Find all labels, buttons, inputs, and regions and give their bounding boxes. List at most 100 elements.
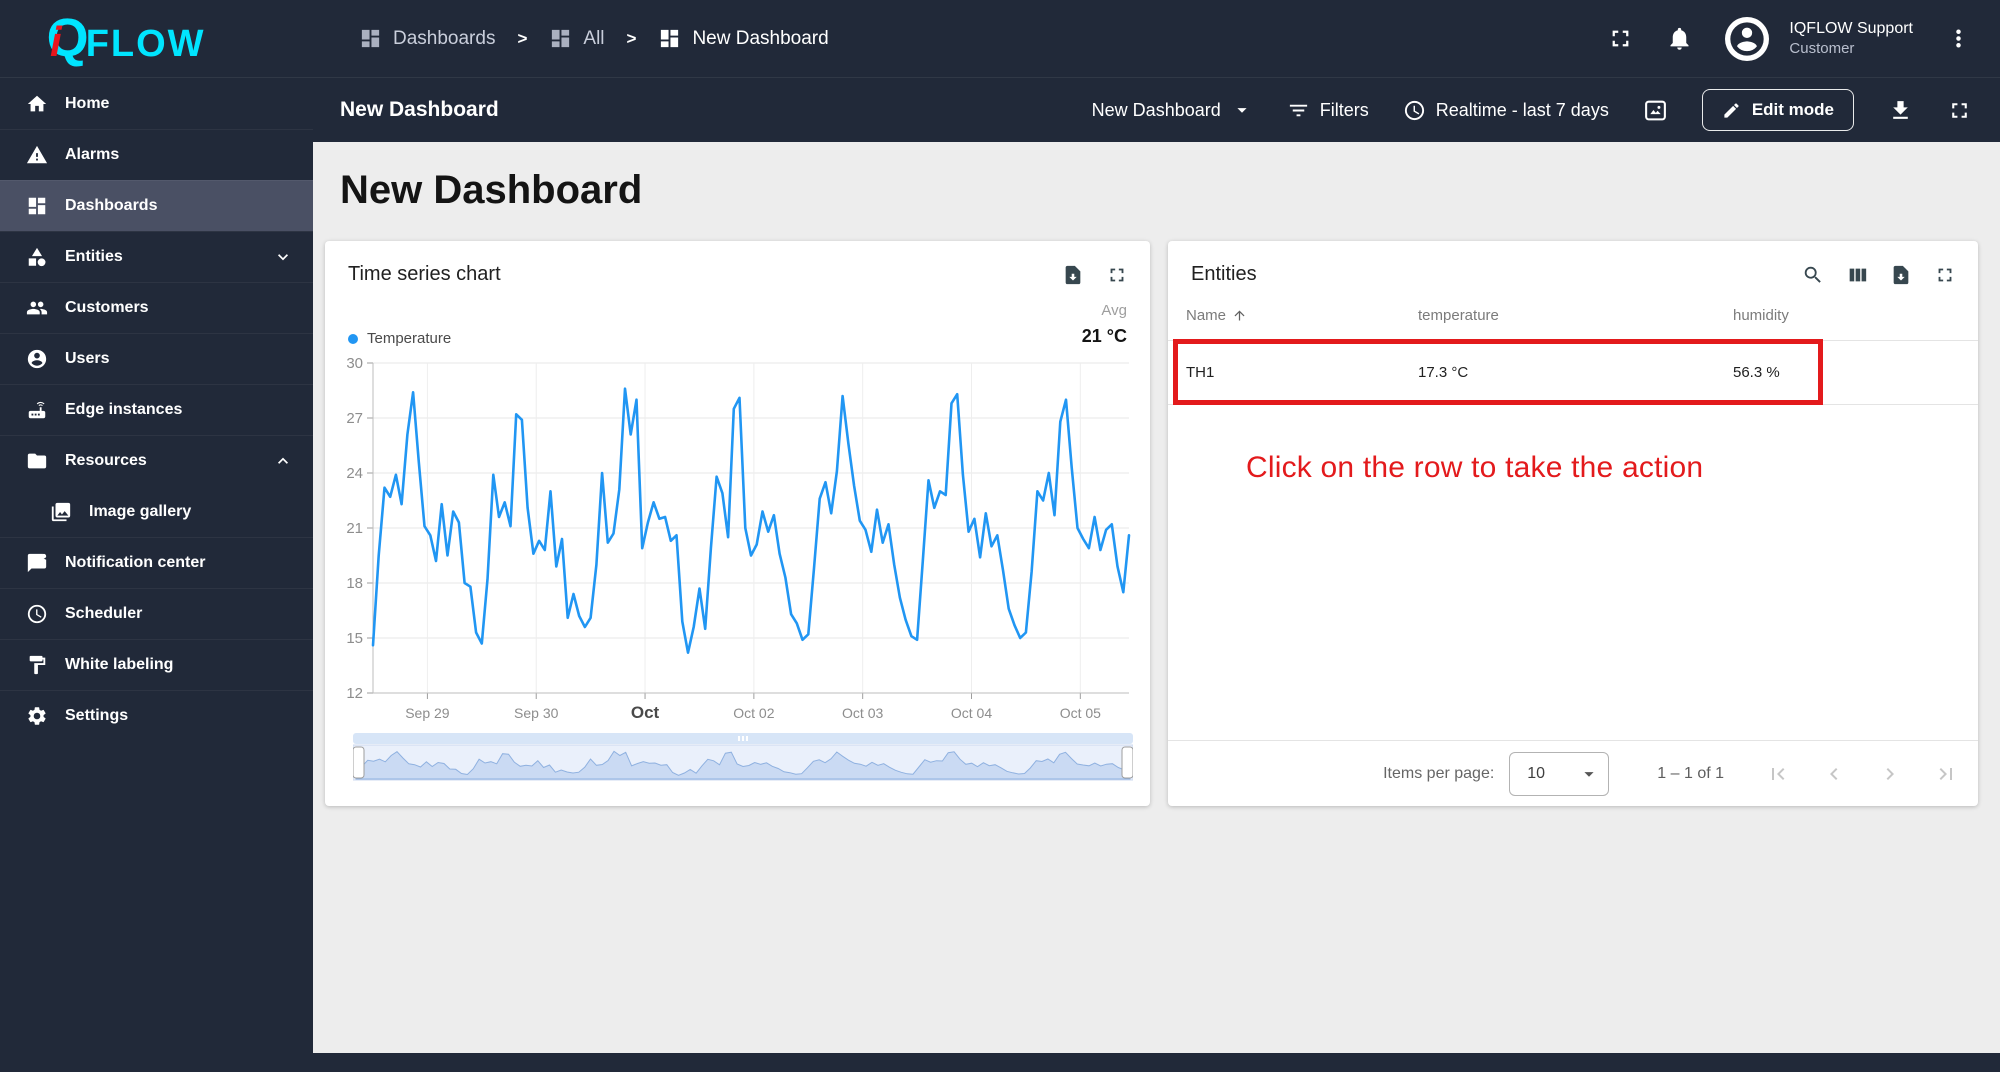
sidebar-item-label: Dashboards <box>65 197 158 214</box>
sidebar-item-users[interactable]: Users <box>0 333 313 384</box>
sidebar-item-label: Image gallery <box>89 502 192 520</box>
fullscreen-icon[interactable] <box>1607 25 1634 52</box>
download-icon[interactable] <box>1888 98 1913 123</box>
legend-item-temperature[interactable]: Temperature <box>348 330 451 347</box>
svg-text:30: 30 <box>346 355 363 372</box>
fullscreen-icon[interactable] <box>1947 98 1972 123</box>
column-label: Name <box>1186 306 1227 324</box>
state-select-value: New Dashboard <box>1091 99 1221 120</box>
sidebar-item-label: Scheduler <box>65 605 143 622</box>
sidebar-item-white-labeling[interactable]: White labeling <box>0 639 313 690</box>
last-page-icon[interactable] <box>1934 762 1958 786</box>
header-actions: IQFLOW Support Customer <box>1607 16 2000 61</box>
entities-icon <box>28 247 46 267</box>
folder-icon <box>27 453 47 469</box>
window-bottom-strip <box>0 1053 2000 1072</box>
more-menu-icon[interactable] <box>1945 25 1972 52</box>
search-icon[interactable] <box>1802 264 1824 286</box>
notifications-bell-icon[interactable] <box>1666 25 1693 52</box>
logo-text: FLOW <box>85 23 206 65</box>
timewindow-button[interactable]: Realtime - last 7 days <box>1403 99 1609 122</box>
cell-humidity: 56.3 % <box>1733 364 1780 381</box>
sidebar-item-edge-instances[interactable]: Edge instances <box>0 384 313 435</box>
dashboard-icon <box>661 29 679 48</box>
sidebar-item-label: Entities <box>65 248 123 265</box>
dashboard-state-select[interactable]: New Dashboard <box>1092 99 1253 121</box>
dashboard-content: New Dashboard Time series chart Tempera <box>313 142 2000 1053</box>
page-range-label: 1 – 1 of 1 <box>1657 764 1724 782</box>
sidebar-item-customers[interactable]: Customers <box>0 282 313 333</box>
column-header-temperature[interactable]: temperature <box>1418 307 1733 324</box>
dashboards-icon <box>552 29 570 48</box>
sidebar-item-label: White labeling <box>65 656 174 673</box>
sidebar: Home Alarms Dashboards Entities Customer… <box>0 78 313 1072</box>
export-widget-icon[interactable] <box>1890 264 1912 286</box>
breadcrumb-label: All <box>583 27 605 49</box>
table-header-row: Name temperature humidity <box>1168 290 1978 340</box>
fullscreen-widget-icon[interactable] <box>1934 264 1956 286</box>
breadcrumb-all[interactable]: All <box>549 27 605 50</box>
logo-i: i <box>50 18 62 65</box>
svg-text:24: 24 <box>346 465 363 482</box>
sidebar-item-label: Settings <box>65 707 129 724</box>
sidebar-item-home[interactable]: Home <box>0 78 313 129</box>
breadcrumb-separator: > <box>517 28 528 48</box>
account-circle-icon <box>1730 21 1765 56</box>
image-gallery-icon <box>51 502 71 521</box>
sidebar-item-label: Users <box>65 350 110 367</box>
cell-name: TH1 <box>1186 364 1215 381</box>
column-header-humidity[interactable]: humidity <box>1733 307 1978 324</box>
sidebar-item-dashboards[interactable]: Dashboards <box>0 180 313 231</box>
legend-label: Temperature <box>367 330 452 347</box>
table-row-th1[interactable]: TH1 17.3 °C 56.3 % <box>1168 339 1978 405</box>
entities-widget: Entities <box>1168 241 1978 806</box>
edit-mode-button[interactable]: Edit mode <box>1701 89 1854 131</box>
legend-dot <box>348 333 358 344</box>
sidebar-item-label: Resources <box>65 452 147 469</box>
chart-range-brush[interactable] <box>353 733 1133 783</box>
agg-label: Avg <box>1101 302 1127 319</box>
previous-page-icon[interactable] <box>1822 762 1846 786</box>
sort-ascending-icon <box>1234 310 1245 320</box>
page-size-select[interactable]: 10 <box>1509 751 1610 796</box>
sidebar-item-settings[interactable]: Settings <box>0 690 313 741</box>
sidebar-item-entities[interactable]: Entities <box>0 231 313 282</box>
avatar[interactable] <box>1725 16 1770 61</box>
sidebar-item-label: Customers <box>65 299 149 316</box>
fullscreen-widget-icon[interactable] <box>1106 264 1128 286</box>
sidebar-item-image-gallery[interactable]: Image gallery <box>0 486 313 537</box>
widget-title: Entities <box>1191 263 1257 285</box>
logo[interactable]: i Q FLOW <box>0 11 313 66</box>
arrow-drop-down-icon <box>1231 99 1253 121</box>
alarm-warning-icon <box>26 145 48 164</box>
column-header-name[interactable]: Name <box>1186 307 1418 324</box>
dashboards-icon <box>28 197 46 215</box>
columns-icon[interactable] <box>1846 264 1868 286</box>
agg-value: 21 °C <box>1081 326 1127 346</box>
dashboard-image-icon[interactable] <box>1643 98 1668 123</box>
svg-text:21: 21 <box>346 520 363 537</box>
sidebar-item-resources[interactable]: Resources <box>0 435 313 486</box>
top-header: i Q FLOW Dashboards > All > New Dashboar… <box>0 0 2000 78</box>
toolbar-title: New Dashboard <box>340 98 499 121</box>
breadcrumb-new-dashboard[interactable]: New Dashboard <box>658 27 829 50</box>
edit-mode-label: Edit mode <box>1751 100 1834 119</box>
next-page-icon[interactable] <box>1878 762 1902 786</box>
users-icon <box>27 349 47 369</box>
clock-icon <box>1404 100 1424 120</box>
filter-icon <box>1289 104 1307 116</box>
column-label: temperature <box>1418 306 1499 324</box>
first-page-icon[interactable] <box>1766 762 1790 786</box>
user-info[interactable]: IQFLOW Support Customer <box>1789 18 1913 60</box>
filters-label: Filters <box>1319 99 1369 120</box>
widget-title: Time series chart <box>348 263 501 285</box>
filters-button[interactable]: Filters <box>1287 99 1369 122</box>
svg-text:12: 12 <box>346 685 363 702</box>
items-per-page-label: Items per page: <box>1383 764 1495 782</box>
sidebar-item-alarms[interactable]: Alarms <box>0 129 313 180</box>
export-widget-icon[interactable] <box>1062 264 1084 286</box>
sidebar-item-scheduler[interactable]: Scheduler <box>0 588 313 639</box>
customers-icon <box>26 301 48 315</box>
sidebar-item-notification-center[interactable]: Notification center <box>0 537 313 588</box>
breadcrumb-dashboards[interactable]: Dashboards <box>359 27 495 50</box>
